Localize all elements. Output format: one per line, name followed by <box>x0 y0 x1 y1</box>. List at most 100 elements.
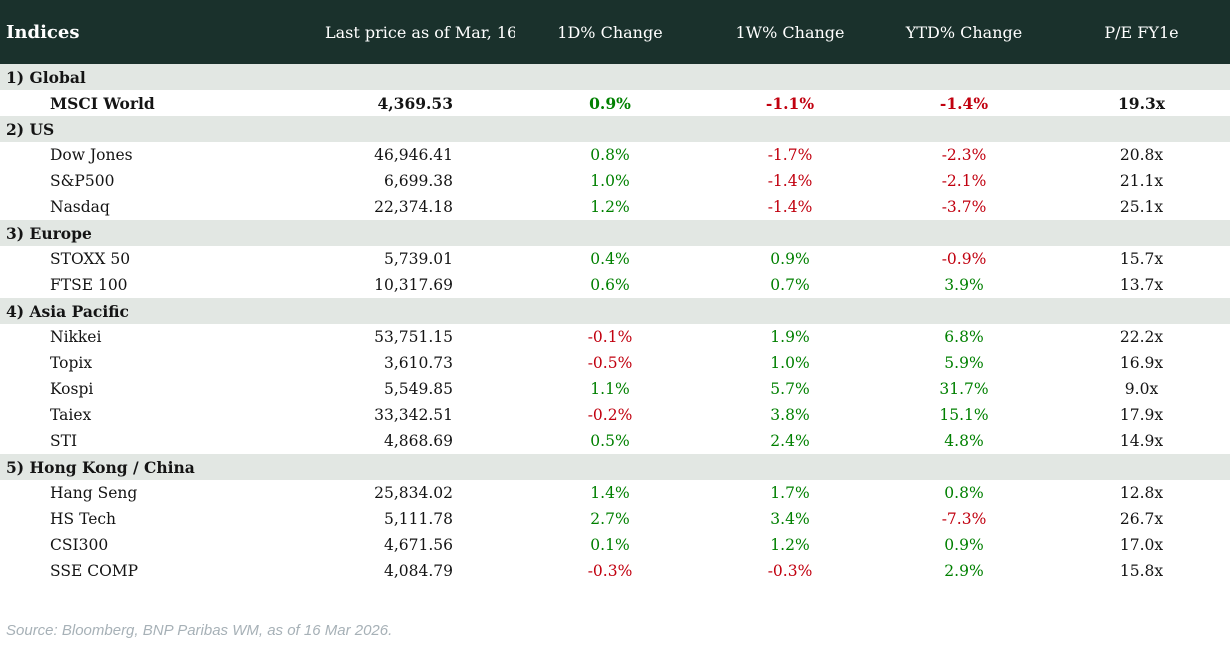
col-header-ytd-change: YTD% Change <box>905 22 1023 42</box>
1w-change: 0.9% <box>770 250 810 268</box>
index-name: Topix <box>50 354 93 372</box>
index-row: Hang Seng 25,834.02 1.4% 1.7% 0.8% 12.8x <box>0 480 1230 506</box>
last-price: 10,317.69 <box>374 276 453 294</box>
index-name: S&P500 <box>50 172 115 190</box>
1w-change: -1.7% <box>767 146 813 164</box>
last-price: 46,946.41 <box>374 146 453 164</box>
ytd-change: 0.8% <box>944 484 984 502</box>
1w-change: -0.3% <box>767 562 813 580</box>
last-price: 53,751.15 <box>374 328 453 346</box>
1d-change: -0.2% <box>587 406 633 424</box>
last-price: 6,699.38 <box>383 172 453 190</box>
table-header-row: Indices Last price as of Mar, 16 1D% Cha… <box>0 0 1230 64</box>
table-title: Indices <box>6 21 80 43</box>
table-body: 1) Global MSCI World 4,369.53 0.9% -1.1% -1.4… <box>0 64 1230 584</box>
last-price: 5,739.01 <box>383 250 453 268</box>
index-name: SSE COMP <box>50 562 139 580</box>
section-label: 1) Global <box>6 67 86 87</box>
pe-ratio: 17.0x <box>1119 536 1164 554</box>
index-row: Dow Jones 46,946.41 0.8% -1.7% -2.3% 20.8x <box>0 142 1230 168</box>
1d-change: 1.1% <box>590 380 630 398</box>
index-row: Topix 3,610.73 -0.5% 1.0% 5.9% 16.9x <box>0 350 1230 376</box>
1w-change: -1.4% <box>767 198 813 216</box>
index-name: Hang Seng <box>50 484 138 502</box>
section-row: 5) Hong Kong / China <box>0 454 1230 480</box>
1w-change: 1.9% <box>770 328 810 346</box>
last-price: 5,111.78 <box>383 510 453 528</box>
section-label: 2) US <box>6 119 55 139</box>
pe-ratio: 25.1x <box>1119 198 1164 216</box>
col-header-1w-change: 1W% Change <box>735 22 845 42</box>
index-name: STOXX 50 <box>50 250 131 268</box>
pe-ratio: 14.9x <box>1119 432 1164 450</box>
col-header-1d-change: 1D% Change <box>557 22 663 42</box>
1w-change: 0.7% <box>770 276 810 294</box>
1d-change: 2.7% <box>590 510 630 528</box>
index-name: STI <box>50 432 78 450</box>
1d-change: 0.5% <box>590 432 630 450</box>
1w-change: 3.8% <box>770 406 810 424</box>
pe-ratio: 16.9x <box>1119 354 1164 372</box>
index-row: CSI300 4,671.56 0.1% 1.2% 0.9% 17.0x <box>0 532 1230 558</box>
index-name: Nikkei <box>50 328 102 346</box>
1d-change: 0.8% <box>590 146 630 164</box>
index-row: Nikkei 53,751.15 -0.1% 1.9% 6.8% 22.2x <box>0 324 1230 350</box>
last-price: 4,369.53 <box>377 93 453 113</box>
pe-ratio: 19.3x <box>1118 93 1165 113</box>
1d-change: 0.6% <box>590 276 630 294</box>
pe-ratio: 21.1x <box>1119 172 1164 190</box>
pe-ratio: 26.7x <box>1119 510 1164 528</box>
index-row: STI 4,868.69 0.5% 2.4% 4.8% 14.9x <box>0 428 1230 454</box>
ytd-change: -2.1% <box>941 172 987 190</box>
col-header-last-price: Last price as of Mar, 16 <box>325 22 515 42</box>
index-row: SSE COMP 4,084.79 -0.3% -0.3% 2.9% 15.8x <box>0 558 1230 584</box>
index-name: Nasdaq <box>50 198 110 216</box>
index-name: MSCI World <box>50 93 155 113</box>
index-name: Taiex <box>50 406 92 424</box>
1d-change: 1.0% <box>590 172 630 190</box>
last-price: 4,671.56 <box>383 536 453 554</box>
1d-change: 1.4% <box>590 484 630 502</box>
ytd-change: 2.9% <box>944 562 984 580</box>
index-name: CSI300 <box>50 536 109 554</box>
last-price: 4,084.79 <box>383 562 453 580</box>
index-row: Taiex 33,342.51 -0.2% 3.8% 15.1% 17.9x <box>0 402 1230 428</box>
last-price: 25,834.02 <box>374 484 453 502</box>
ytd-change: 3.9% <box>944 276 984 294</box>
1d-change: 0.9% <box>589 93 631 113</box>
1d-change: -0.5% <box>587 354 633 372</box>
section-row: 2) US <box>0 116 1230 142</box>
index-name: FTSE 100 <box>50 276 128 294</box>
pe-ratio: 13.7x <box>1119 276 1164 294</box>
1w-change: 5.7% <box>770 380 810 398</box>
last-price: 5,549.85 <box>383 380 453 398</box>
1w-change: 1.2% <box>770 536 810 554</box>
last-price: 3,610.73 <box>383 354 453 372</box>
index-name: Dow Jones <box>50 146 133 164</box>
last-price: 22,374.18 <box>374 198 453 216</box>
index-row: Nasdaq 22,374.18 1.2% -1.4% -3.7% 25.1x <box>0 194 1230 220</box>
last-price: 4,868.69 <box>383 432 453 450</box>
pe-ratio: 15.8x <box>1119 562 1164 580</box>
index-name: HS Tech <box>50 510 117 528</box>
pe-ratio: 9.0x <box>1124 380 1159 398</box>
ytd-change: 5.9% <box>944 354 984 372</box>
1w-change: -1.1% <box>765 93 815 113</box>
1d-change: 1.2% <box>590 198 630 216</box>
source-note: Source: Bloomberg, BNP Paribas WM, as of… <box>6 622 393 639</box>
index-row: Kospi 5,549.85 1.1% 5.7% 31.7% 9.0x <box>0 376 1230 402</box>
1w-change: 1.7% <box>770 484 810 502</box>
1w-change: 1.0% <box>770 354 810 372</box>
section-row: 3) Europe <box>0 220 1230 246</box>
ytd-change: -3.7% <box>941 198 987 216</box>
index-row: HS Tech 5,111.78 2.7% 3.4% -7.3% 26.7x <box>0 506 1230 532</box>
index-row: MSCI World 4,369.53 0.9% -1.1% -1.4% 19.3x <box>0 90 1230 116</box>
index-name: Kospi <box>50 380 94 398</box>
ytd-change: 6.8% <box>944 328 984 346</box>
ytd-change: 0.9% <box>944 536 984 554</box>
pe-ratio: 17.9x <box>1119 406 1164 424</box>
pe-ratio: 20.8x <box>1119 146 1164 164</box>
1w-change: 3.4% <box>770 510 810 528</box>
ytd-change: -2.3% <box>941 146 987 164</box>
1d-change: 0.4% <box>590 250 630 268</box>
